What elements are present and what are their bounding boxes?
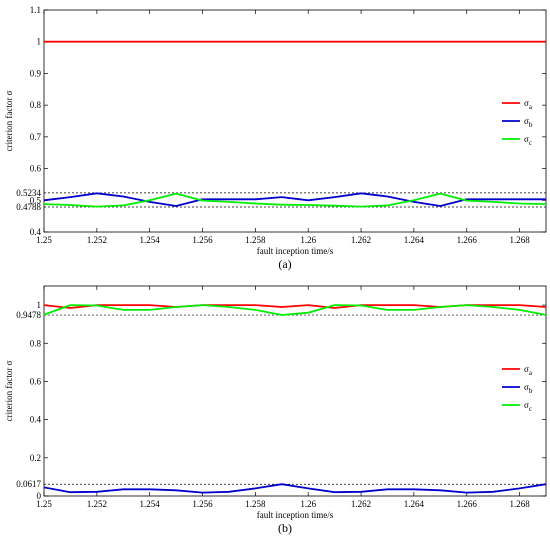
legend-label-sigma-b: σb [524, 116, 533, 129]
x-tick-label: 1.262 [351, 499, 371, 509]
x-tick-label: 1.266 [457, 235, 478, 245]
y-extra-tick-label: 0.4788 [16, 202, 41, 212]
legend-label-sigma-a: σa [524, 98, 533, 111]
y-tick-label: 1 [37, 300, 42, 310]
x-tick-label: 1.258 [245, 235, 266, 245]
y-tick-label: 0.4 [30, 227, 42, 237]
x-tick-label: 1.25 [36, 499, 52, 509]
x-tick-label: 1.268 [509, 235, 530, 245]
legend-label-sigma-a: σa [524, 364, 533, 377]
series-line-sigma-b [43, 192, 546, 207]
series-line-sigma-b [43, 483, 547, 494]
x-tick-label: 1.252 [87, 499, 107, 509]
x-tick-label: 1.258 [245, 499, 266, 509]
y-axis-label: criterion factor σ [4, 90, 14, 151]
x-tick-label: 1.25 [36, 235, 52, 245]
y-extra-tick-label: 0.9478 [16, 310, 41, 320]
y-tick-label: 0.8 [30, 338, 42, 348]
y-tick-label: 1 [37, 37, 42, 47]
panel-label: (b) [278, 521, 292, 535]
y-tick-label: 0.2 [30, 453, 41, 463]
plot-frame [43, 285, 547, 497]
panel-label: (a) [278, 257, 291, 271]
y-tick-label: 0.8 [30, 100, 42, 110]
y-tick-label: 0.4 [30, 415, 42, 425]
x-axis-label: fault inception time/s [257, 246, 334, 256]
legend-label-sigma-c: σc [524, 400, 532, 413]
x-tick-label: 1.264 [404, 235, 425, 245]
legend-label-sigma-b: σb [524, 382, 533, 395]
series-line-sigma-c [43, 192, 547, 208]
x-tick-label: 1.256 [192, 499, 213, 509]
x-tick-label: 1.252 [87, 235, 107, 245]
y-tick-label: 0.6 [30, 164, 42, 174]
series-line-sigma-c [43, 304, 547, 316]
chart-panel-b: 1.25 1.252 1.254 1.256 1.258 1.26 1.262 1.264 1.… [4, 285, 547, 535]
x-tick-label: 1.26 [300, 235, 316, 245]
y-tick-label: 0.5 [30, 195, 42, 205]
x-tick-label: 1.268 [509, 499, 530, 509]
x-tick-label: 1.254 [140, 499, 161, 509]
x-tick-label: 1.264 [404, 499, 425, 509]
y-extra-tick-label: 0.0617 [16, 479, 41, 489]
y-tick-label: 0.6 [30, 376, 42, 386]
y-tick-label: 0.9 [30, 68, 42, 78]
x-tick-label: 1.26 [300, 499, 316, 509]
y-tick-label: 0.7 [30, 132, 42, 142]
x-tick-label: 1.262 [351, 235, 371, 245]
x-axis-label: fault inception time/s [257, 510, 334, 520]
y-extra-tick-label: 0.5234 [16, 188, 41, 198]
y-axis-label: criterion factor σ [4, 360, 14, 421]
legend-label-sigma-c: σc [524, 134, 532, 147]
x-tick-label: 1.254 [140, 235, 161, 245]
chart-panel-a: 1.25 1.252 1.254 1.256 1.258 1.26 1.262 1.264 1.… [4, 5, 547, 271]
y-tick-label: 1.1 [30, 5, 41, 15]
plot-frame [43, 9, 547, 233]
x-tick-label: 1.256 [192, 235, 213, 245]
y-tick-label: 0 [37, 491, 42, 501]
x-tick-label: 1.266 [457, 499, 478, 509]
